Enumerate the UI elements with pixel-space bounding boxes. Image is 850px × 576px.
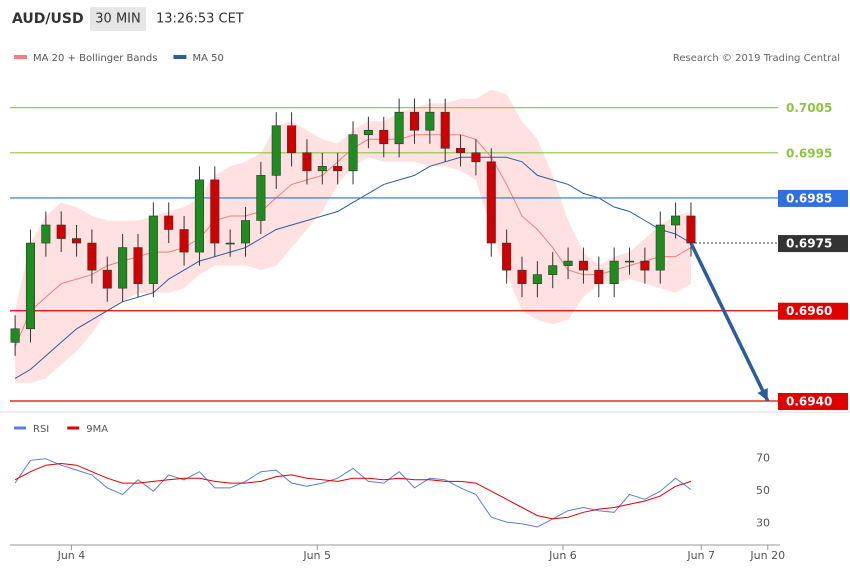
legend-label: MA 50 <box>192 53 223 64</box>
candle-body <box>102 269 112 289</box>
candle-body <box>440 111 450 149</box>
candle-body <box>164 215 174 230</box>
symbol: AUD/USD <box>12 11 84 27</box>
x-tick-label: Jun 6 <box>548 549 577 562</box>
legend-label: 9MA <box>86 424 108 435</box>
price-label: 0.6995 <box>786 146 832 160</box>
moving-average <box>14 156 692 379</box>
candle-body <box>256 175 266 221</box>
timeframe: 30 MIN <box>95 12 140 27</box>
projection-arrow <box>689 242 770 402</box>
candle-body <box>379 129 389 145</box>
price-label: 0.6960 <box>786 304 832 318</box>
candle-body <box>179 229 189 253</box>
candle-body <box>133 247 143 284</box>
price-label: 0.6985 <box>786 191 832 205</box>
candle-body <box>72 238 82 244</box>
candle-body <box>271 125 281 176</box>
candle-body <box>471 152 481 163</box>
candle-body <box>394 111 404 145</box>
time: 13:26:53 CET <box>156 12 244 27</box>
candle-body <box>409 111 420 131</box>
candle-body <box>456 147 466 154</box>
y-tick-label: 50 <box>756 484 770 497</box>
price-label: 0.7005 <box>786 101 832 115</box>
candle-body <box>594 269 604 284</box>
candle-body <box>87 242 97 271</box>
source: Research © 2019 Trading Central <box>673 53 840 64</box>
candle-body <box>210 179 220 244</box>
y-tick-label: 70 <box>756 452 770 465</box>
candle-body <box>502 242 512 271</box>
candle-body <box>624 260 635 263</box>
candle-body <box>563 260 573 266</box>
timeframe-box <box>90 7 146 31</box>
x-tick-label: Jun 4 <box>57 549 86 562</box>
candle-body <box>302 152 312 172</box>
candle-body <box>317 166 327 172</box>
y-tick-label: 30 <box>756 517 770 530</box>
candle-body <box>578 260 588 271</box>
candle-body <box>517 269 527 284</box>
candle-body <box>363 129 373 136</box>
bollinger-band <box>15 89 692 383</box>
indicator-line <box>14 462 692 520</box>
candle-body <box>548 265 558 275</box>
price-label-box <box>778 392 848 410</box>
candle-body <box>148 215 158 284</box>
candle-body <box>10 328 20 343</box>
price-label: 0.6975 <box>786 237 832 251</box>
candle-body <box>671 215 681 226</box>
candle-body <box>56 224 66 239</box>
x-tick-label: Jun 7 <box>686 549 715 562</box>
price-label-box <box>778 302 848 320</box>
candle-body <box>25 242 36 330</box>
x-tick-label: Jun 20 <box>749 549 785 562</box>
candle-body <box>609 260 619 284</box>
indicator-line <box>14 458 692 528</box>
candle-body <box>686 215 696 244</box>
candle-body <box>41 224 51 244</box>
candle-body <box>348 134 358 172</box>
price-label-box <box>778 235 848 253</box>
candle-body <box>655 224 665 271</box>
candle-body <box>194 179 204 253</box>
candle-body <box>640 260 650 271</box>
candle-body <box>532 274 542 284</box>
legend-label: RSI <box>33 424 49 435</box>
candle-body <box>425 111 435 131</box>
price-label-box <box>778 189 848 207</box>
candle-body <box>118 247 128 289</box>
candle-body <box>486 161 496 244</box>
candle-body <box>333 166 343 172</box>
candle-body <box>225 242 235 245</box>
candle-body <box>240 220 251 244</box>
x-tick-label: Jun 5 <box>302 549 331 562</box>
candle-body <box>287 125 297 154</box>
projection-arrowhead <box>757 388 768 401</box>
legend-label: MA 20 + Bollinger Bands <box>33 53 157 64</box>
price-label: 0.6940 <box>786 394 832 408</box>
